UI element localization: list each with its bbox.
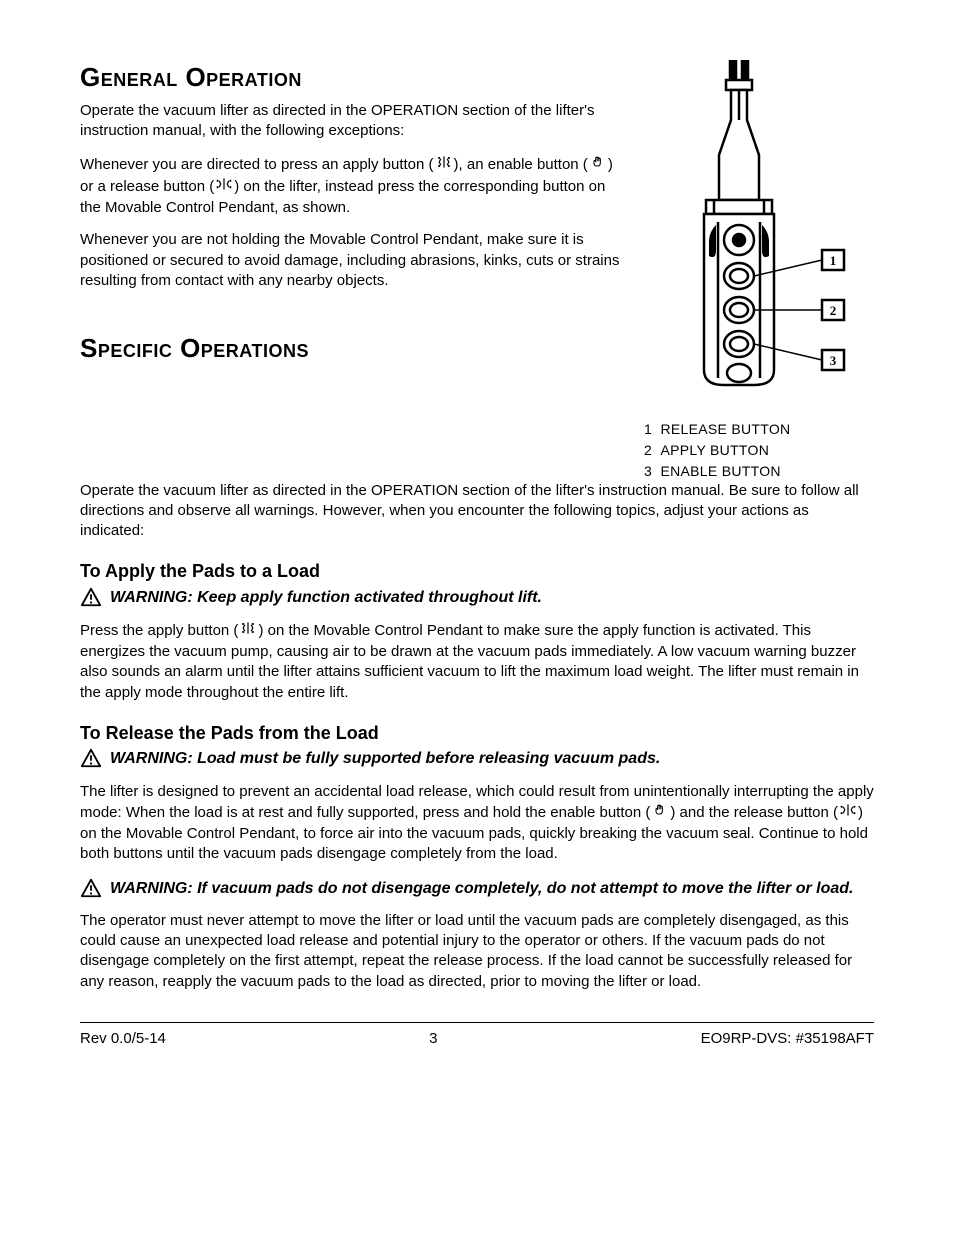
warning-icon bbox=[80, 586, 102, 614]
warning-text: WARNING: Keep apply function activated t… bbox=[110, 586, 542, 609]
legend-label: ENABLE BUTTON bbox=[660, 463, 780, 479]
release-para2: The operator must never attempt to move … bbox=[80, 911, 874, 992]
general-para3: Whenever you are not holding the Movable… bbox=[80, 230, 624, 291]
enable-icon bbox=[651, 802, 669, 824]
apply-icon bbox=[239, 620, 257, 642]
text: Press the apply button ( bbox=[80, 622, 238, 639]
warning-icon bbox=[80, 747, 102, 775]
page-footer: Rev 0.0/5-14 3 EO9RP-DVS: #35198AFT bbox=[80, 1029, 874, 1049]
release-icon bbox=[839, 802, 857, 824]
legend-label: RELEASE BUTTON bbox=[660, 421, 790, 437]
warning-text: WARNING: Load must be fully supported be… bbox=[110, 747, 660, 770]
callout-3: 3 bbox=[830, 353, 837, 368]
footer-right: EO9RP-DVS: #35198AFT bbox=[701, 1029, 874, 1049]
warning-icon bbox=[80, 877, 102, 905]
general-para1: Operate the vacuum lifter as directed in… bbox=[80, 101, 624, 142]
heading-general: General Operation bbox=[80, 60, 624, 95]
warning-text: WARNING: If vacuum pads do not disengage… bbox=[110, 877, 853, 900]
legend-num: 3 bbox=[644, 463, 652, 479]
enable-icon bbox=[589, 154, 607, 176]
text: ), an enable button ( bbox=[454, 156, 588, 173]
legend-num: 1 bbox=[644, 421, 652, 437]
heading-release: To Release the Pads from the Load bbox=[80, 721, 874, 745]
release-icon bbox=[215, 176, 233, 198]
footer-left: Rev 0.0/5-14 bbox=[80, 1029, 166, 1049]
callout-1: 1 bbox=[830, 253, 837, 268]
footer-rule bbox=[80, 1022, 874, 1023]
callout-2: 2 bbox=[830, 303, 837, 318]
general-para2: Whenever you are directed to press an ap… bbox=[80, 154, 624, 219]
apply-icon bbox=[435, 154, 453, 176]
footer-center: 3 bbox=[429, 1029, 437, 1049]
legend-num: 2 bbox=[644, 442, 652, 458]
heading-apply: To Apply the Pads to a Load bbox=[80, 559, 874, 583]
text: Whenever you are directed to press an ap… bbox=[80, 156, 434, 173]
release-para1: The lifter is designed to prevent an acc… bbox=[80, 782, 874, 865]
text: ) and the release button ( bbox=[670, 804, 838, 821]
apply-para: Press the apply button () on the Movable… bbox=[80, 620, 874, 703]
diagram-legend: 1 RELEASE BUTTON 2 APPLY BUTTON 3 ENABLE… bbox=[644, 420, 874, 481]
heading-specific: Specific Operations bbox=[80, 331, 624, 366]
pendant-diagram: 1 2 3 bbox=[644, 60, 874, 400]
specific-intro: Operate the vacuum lifter as directed in… bbox=[80, 481, 874, 542]
legend-label: APPLY BUTTON bbox=[660, 442, 769, 458]
